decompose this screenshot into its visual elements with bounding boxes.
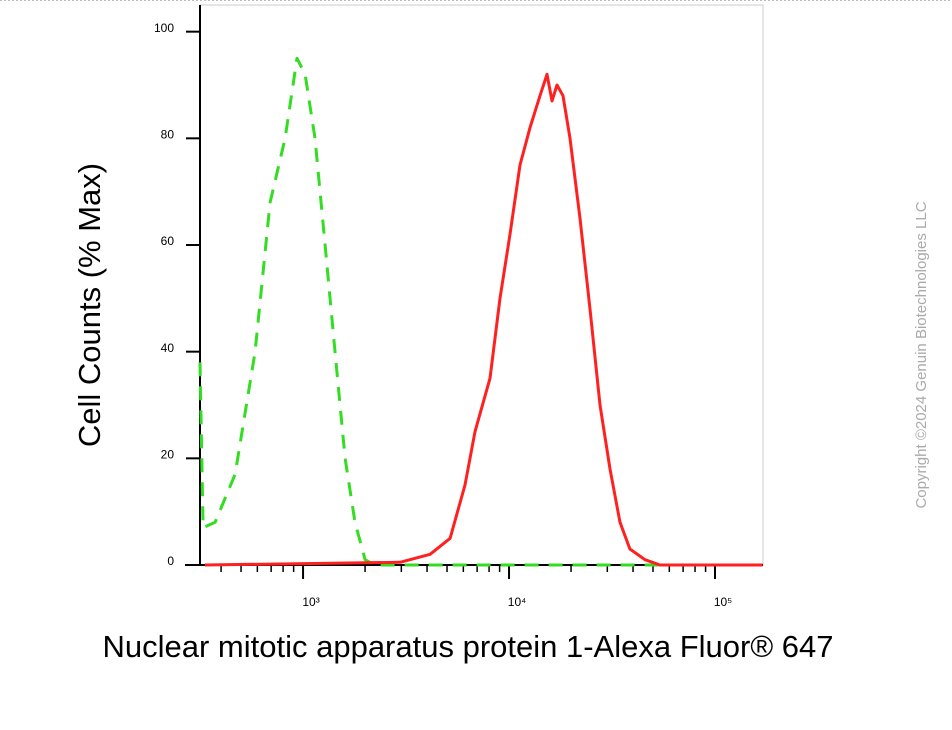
series-line: [198, 56, 763, 567]
x-axis-label: Nuclear mitotic apparatus protein 1-Alex…: [102, 629, 834, 664]
watermark: Copyright ©2024 Genuin Biotechnologies L…: [913, 201, 930, 508]
x-tick-label: 10⁵: [714, 595, 732, 609]
x-tick-label: 10⁴: [508, 595, 527, 609]
plot-frame: [199, 4, 764, 566]
y-axis-label: Cell Counts (% Max): [72, 163, 107, 447]
y-tick-label: 40: [161, 341, 175, 355]
y-tick-label: 80: [161, 128, 175, 142]
x-tick-label: 10³: [302, 595, 319, 609]
y-tick-label: 100: [154, 21, 174, 35]
y-tick-label: 0: [167, 554, 174, 568]
y-tick-label: 60: [161, 234, 175, 248]
series-line: [204, 72, 763, 567]
y-tick-label: 20: [161, 448, 175, 462]
